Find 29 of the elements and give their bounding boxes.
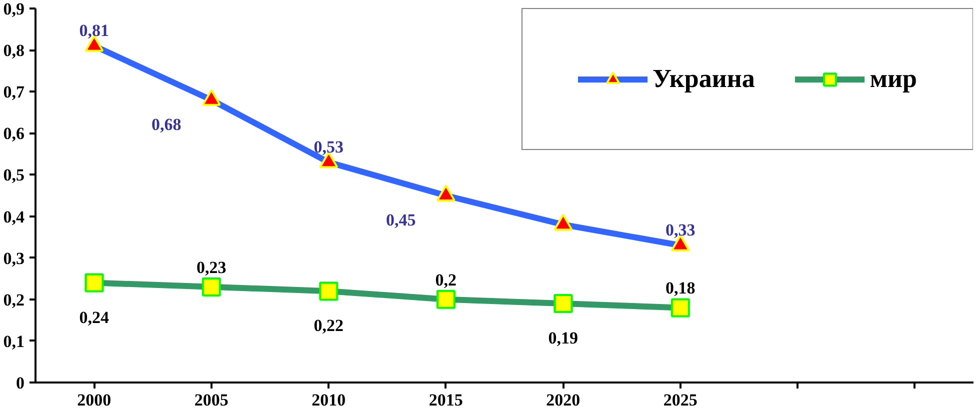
y-tick-label: 0	[16, 374, 24, 392]
data-label: 0,68	[152, 114, 182, 134]
data-label: 0,53	[314, 137, 344, 156]
y-tick-label: 0,8	[3, 41, 24, 60]
data-label: 0,19	[548, 328, 578, 348]
y-tick-label: 0,5	[3, 166, 24, 185]
y-tick-label: 0,4	[3, 207, 25, 226]
data-label: 0,33	[666, 220, 696, 240]
data-label: 0,45	[386, 210, 416, 230]
y-tick-label: 0,3	[3, 248, 24, 268]
x-tick-label: 2020	[546, 390, 580, 408]
data-label: 0,81	[79, 20, 109, 40]
y-tick-label: 0,1	[3, 332, 24, 351]
x-tick-label: 2005	[194, 390, 228, 408]
y-tick-label: 0,7	[3, 82, 25, 102]
x-tick-label: 2025	[663, 390, 698, 408]
data-label: 0,23	[196, 258, 226, 277]
y-tick-label: 0,2	[3, 290, 24, 310]
data-label: 0,22	[314, 316, 344, 336]
legend-label: мир	[870, 64, 917, 94]
x-tick-label: 2000	[77, 390, 112, 408]
data-label: 0,24	[79, 308, 110, 327]
y-tick-label: 0,6	[3, 124, 24, 144]
legend-label: Украина	[652, 64, 755, 94]
x-tick-label: 2010	[312, 390, 346, 408]
data-label: 0,18	[666, 278, 696, 298]
data-label: 0,2	[435, 270, 456, 290]
y-tick-label: 0,9	[3, 0, 24, 18]
x-tick-label: 2015	[428, 390, 463, 408]
